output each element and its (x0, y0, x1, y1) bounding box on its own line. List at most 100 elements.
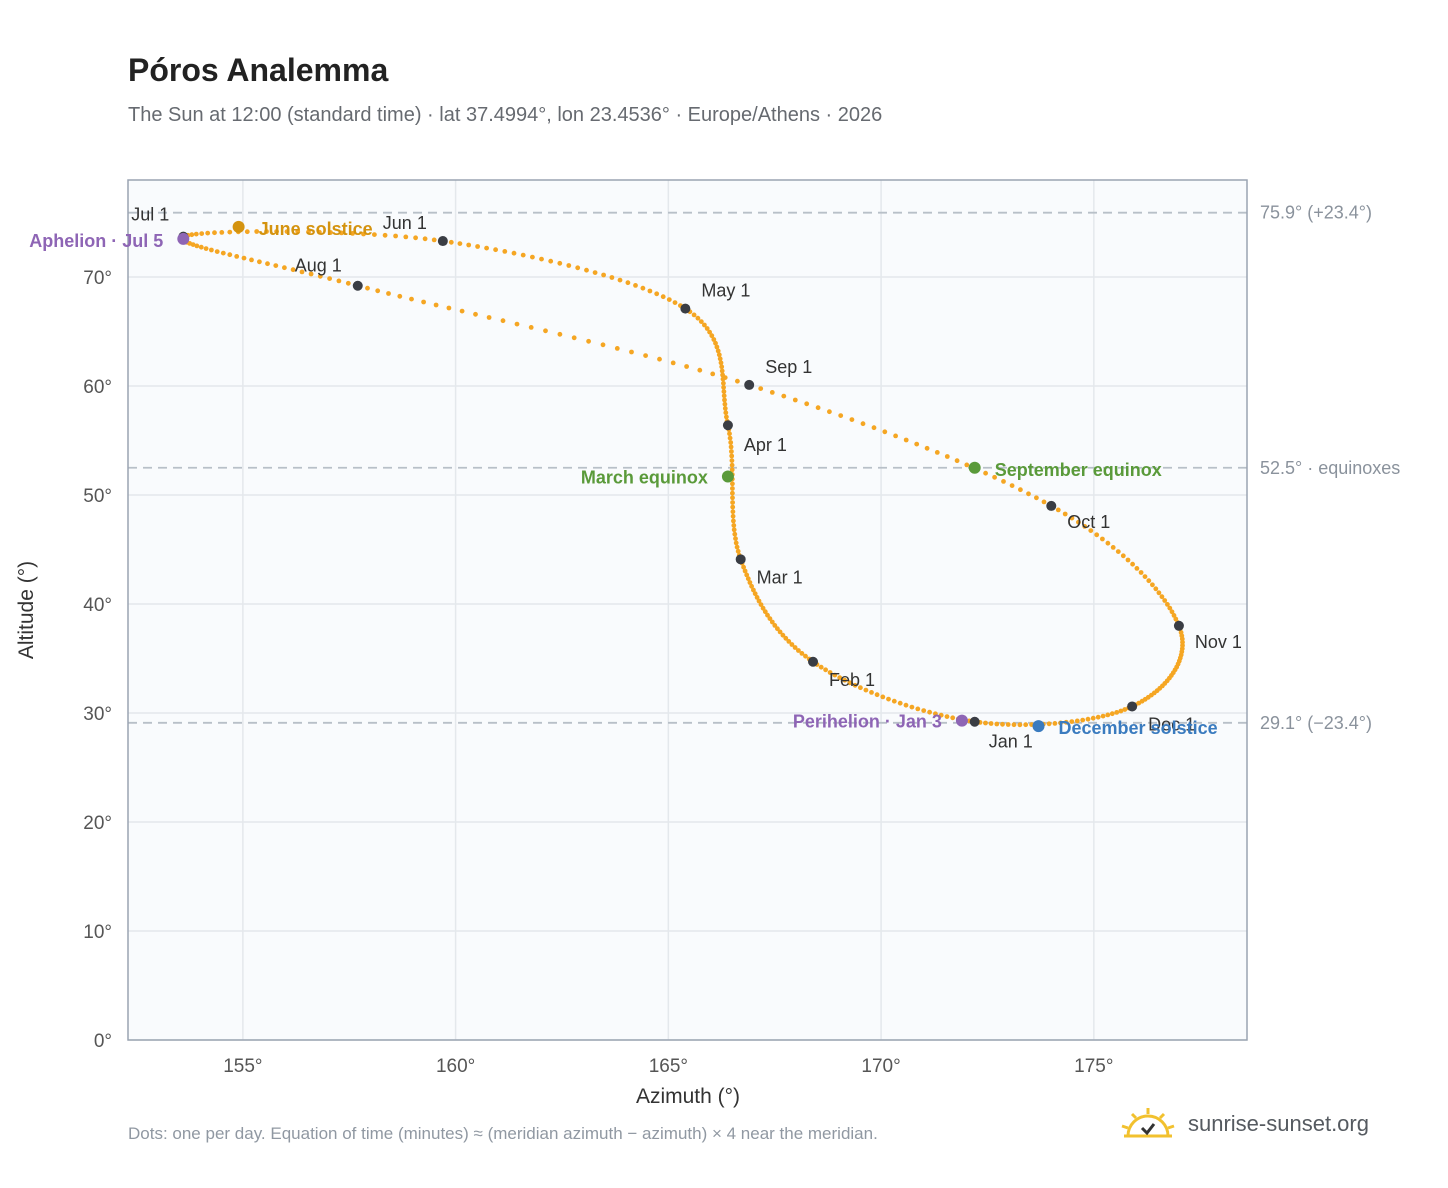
daily-dot (1074, 718, 1080, 724)
daily-dot (308, 271, 314, 277)
daily-dot (756, 598, 762, 604)
daily-dot (1153, 586, 1159, 592)
daily-dot (227, 252, 233, 258)
daily-dot (643, 353, 648, 358)
daily-dot (721, 380, 726, 386)
daily-dot (557, 260, 563, 266)
daily-dot (723, 410, 729, 416)
daily-dot (874, 692, 880, 698)
daily-dot (214, 249, 220, 255)
daily-dot (1109, 711, 1115, 717)
daily-dot (729, 467, 735, 473)
daily-dot (730, 504, 736, 510)
daily-dot (336, 278, 342, 284)
daily-dot (386, 291, 391, 296)
daily-dot (282, 265, 287, 271)
daily-dot (393, 233, 398, 239)
daily-dot (792, 645, 798, 650)
daily-dot (729, 449, 734, 454)
daily-dot (852, 682, 858, 688)
daily-dot (466, 242, 472, 248)
daily-dot (375, 288, 381, 294)
daily-dot (780, 632, 786, 638)
daily-dot (719, 364, 725, 370)
daily-dot (209, 247, 214, 253)
daily-dot (709, 333, 715, 339)
daily-dot (350, 231, 355, 236)
daily-dot (1069, 719, 1075, 724)
month-label: May 1 (701, 281, 750, 301)
daily-dot (566, 263, 572, 268)
daily-dot (713, 340, 718, 346)
daily-dot (1134, 566, 1140, 571)
daily-dot (684, 364, 689, 369)
daily-dot (863, 687, 869, 693)
daily-dot (1122, 707, 1128, 712)
daily-dot (880, 694, 886, 700)
daily-dot (728, 444, 734, 450)
daily-dot (691, 312, 697, 318)
daily-dot (733, 536, 738, 541)
daily-dot (842, 677, 848, 683)
daily-dot (372, 232, 377, 238)
y-tick-label: 50° (83, 486, 112, 507)
daily-dot (647, 288, 653, 294)
daily-dot (511, 250, 517, 256)
month-label: Jul 1 (131, 205, 169, 225)
daily-dot (586, 338, 591, 344)
daily-dot (983, 720, 988, 726)
daily-dot (543, 328, 548, 334)
daily-dot (244, 229, 250, 235)
daily-dot (290, 267, 296, 273)
daily-dot (413, 235, 418, 241)
daily-dot (711, 337, 717, 342)
daily-dot (838, 413, 844, 418)
event-label: September equinox (995, 460, 1162, 480)
daily-dot (457, 241, 463, 247)
daily-dot (927, 709, 932, 715)
y-tick-label: 30° (83, 704, 112, 725)
daily-dot (1114, 710, 1120, 715)
daily-dot (729, 462, 735, 468)
daily-dot (730, 495, 735, 501)
daily-dot (264, 229, 269, 234)
daily-dot (339, 230, 344, 236)
daily-dot (421, 299, 426, 305)
daily-dot (789, 642, 795, 647)
daily-dot (730, 500, 735, 505)
daily-dot (765, 612, 770, 618)
daily-dot (249, 257, 254, 263)
daily-dot (190, 242, 196, 248)
daily-dot (220, 250, 226, 256)
y-tick-label: 40° (83, 595, 112, 616)
daily-dot (718, 360, 724, 366)
month-marker (744, 379, 755, 390)
daily-dot (749, 583, 754, 589)
daily-dot (719, 368, 725, 374)
daily-dot (1055, 507, 1061, 513)
daily-dot (227, 229, 233, 235)
x-tick-label: 175° (1074, 1056, 1113, 1077)
daily-dot (493, 247, 498, 253)
daily-dot (731, 523, 737, 528)
y-tick-label: 0° (94, 1031, 112, 1052)
brand[interactable]: sunrise-sunset.org (1120, 1104, 1369, 1144)
daily-dot (1063, 719, 1069, 725)
daily-dot (473, 311, 478, 317)
daily-dot (938, 712, 944, 718)
daily-dot (731, 518, 736, 524)
daily-dot (921, 708, 927, 713)
axis-ticks: 155° 160° 165° 170° 175° 0° 10° 20° 30° 40° 50° 60°… (83, 268, 1113, 1077)
daily-dot (721, 393, 727, 399)
daily-dot (869, 690, 874, 695)
daily-dot (729, 453, 735, 459)
daily-dot (717, 356, 723, 362)
daily-dot (777, 629, 783, 635)
month-marker (437, 236, 448, 247)
daily-dot (882, 429, 888, 435)
daily-dot (786, 639, 792, 644)
daily-dot (257, 259, 262, 265)
daily-dot (754, 595, 760, 600)
x-tick-label: 155° (223, 1056, 262, 1077)
daily-dot (758, 602, 764, 607)
